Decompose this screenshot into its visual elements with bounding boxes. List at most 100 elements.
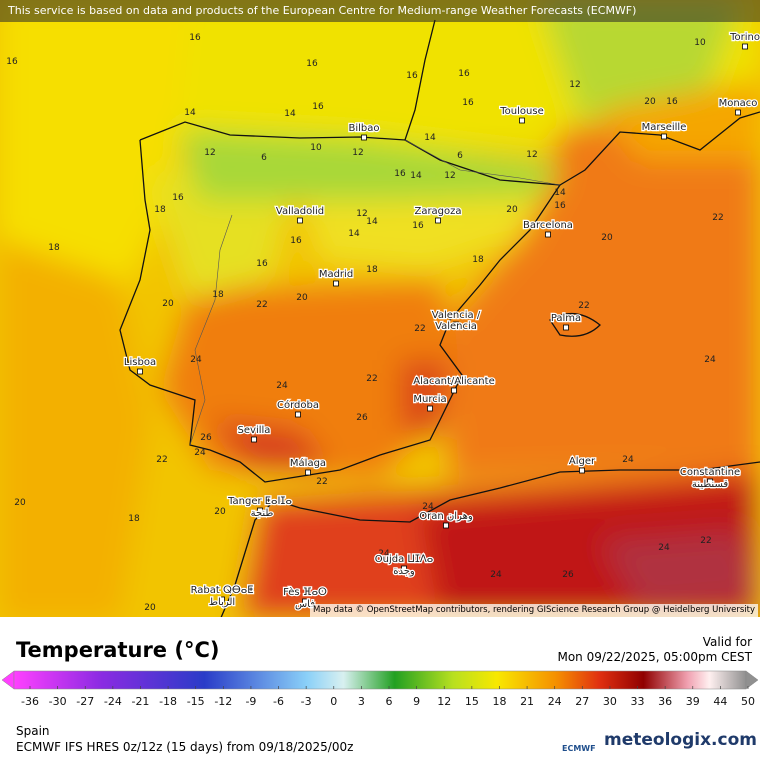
city-label: Alacant/Alicante: [413, 376, 494, 387]
city-label: Barcelona: [523, 220, 573, 231]
city-marker: [219, 596, 225, 603]
isotherm-label: 12: [352, 148, 363, 158]
isotherm-label: 26: [200, 433, 212, 443]
colorbar-label: -21: [131, 695, 149, 708]
isotherm-label: 20: [296, 293, 308, 303]
colorbar-label: 15: [465, 695, 479, 708]
isotherm-label: 20: [644, 97, 656, 107]
isotherm-label: 22: [256, 300, 267, 310]
city-marker: [297, 217, 303, 224]
map-attribution[interactable]: Map data © OpenStreetMap contributors, r…: [310, 604, 758, 617]
isotherm-label: 10: [310, 143, 322, 153]
city-label: Córdoba: [277, 399, 319, 411]
isotherm-label: 26: [562, 570, 574, 580]
borders: [189, 139, 561, 446]
isotherm-label: 16: [312, 102, 324, 112]
city-label: Valladolid: [276, 206, 324, 217]
city-marker: [443, 522, 449, 529]
city-marker: [579, 467, 585, 474]
isotherm-label: 24: [190, 355, 202, 365]
city-marker: [302, 598, 308, 605]
isotherm-label: 16: [554, 201, 566, 211]
valid-time: Mon 09/22/2025, 05:00pm CEST: [557, 650, 752, 664]
city-label: Bilbao: [348, 123, 379, 134]
colorbar-label: 33: [631, 695, 645, 708]
isotherm-label: 18: [48, 243, 60, 253]
colorbar-label: -30: [49, 695, 67, 708]
colorbar-label: -6: [273, 695, 284, 708]
isotherm-label: 16: [458, 69, 470, 79]
city-marker: [453, 321, 459, 328]
city-label: وجدة: [393, 566, 415, 577]
colorbar-label: 39: [686, 695, 700, 708]
city-label: Oran وهران: [419, 511, 473, 522]
isotherm-label: 16: [189, 33, 201, 43]
city-label: Alger: [569, 456, 596, 467]
isotherm-label: 14: [554, 188, 566, 198]
isotherm-label: 20: [214, 507, 226, 517]
colorbar-label: -9: [245, 695, 256, 708]
meteologix-logo[interactable]: meteologix.com: [604, 730, 757, 750]
city-marker: [305, 469, 311, 476]
isotherm-label: 12: [356, 209, 367, 219]
isotherm-label: 22: [366, 374, 377, 384]
isotherm-label: 12: [204, 148, 215, 158]
city-label: Lisboa: [124, 357, 156, 368]
colorbar-label: 21: [520, 695, 534, 708]
city-marker: [707, 478, 713, 485]
colorbar-label: 3: [358, 695, 365, 708]
city-marker: [545, 231, 551, 238]
city-label: Torino: [729, 32, 760, 43]
ecmwf-notice: This service is based on data and produc…: [0, 0, 760, 22]
city-label: قسنطينة: [692, 479, 729, 490]
city-label: Málaga: [290, 457, 326, 469]
city-labels: Torino Monaco Marseille Toulouse Bilbao Valla…: [123, 31, 760, 612]
model-run: ECMWF IFS HRES 0z/12z (15 days) from 09/…: [16, 740, 354, 754]
city-marker: [742, 43, 748, 50]
temperature-field: [0, 0, 760, 617]
isotherm-label: 24: [658, 543, 670, 553]
city-label: Murcia: [413, 394, 446, 405]
isotherm-label: 22: [156, 455, 167, 465]
colorbar-label: 12: [437, 695, 451, 708]
isotherm-label: 12: [526, 150, 537, 160]
city-marker: [735, 109, 741, 116]
isotherm-label: 22: [316, 477, 327, 487]
isotherm-label: 6: [261, 153, 267, 163]
city-label: Palma: [551, 313, 581, 324]
isotherm-label: 20: [14, 498, 26, 508]
isotherm-label: 20: [144, 603, 156, 613]
isotherm-label: 22: [712, 213, 723, 223]
isotherm-label: 12: [569, 80, 580, 90]
isotherm-label: 22: [414, 324, 425, 334]
isotherm-label: 16: [462, 98, 474, 108]
isotherm-label: 18: [366, 265, 378, 275]
isotherm-label: 14: [348, 229, 360, 239]
city-label: Oujda ⵡⵊⴷⴰ: [375, 554, 434, 565]
isotherm-label: 16: [6, 57, 18, 67]
isotherm-label: 24: [378, 549, 390, 559]
isotherm-label: 18: [212, 290, 224, 300]
isotherm-label: 22: [578, 301, 589, 311]
isotherm-label: 16: [172, 193, 184, 203]
city-label: Monaco: [719, 98, 758, 109]
city-marker: [451, 387, 457, 394]
city-marker: [435, 217, 441, 224]
colorbar-label: -27: [76, 695, 94, 708]
colorbar-label: 36: [658, 695, 672, 708]
isotherm-label: 6: [457, 151, 463, 161]
city-label: Valencia /: [432, 310, 481, 321]
city-label: الرباط: [209, 597, 235, 608]
colorbar-label: -12: [214, 695, 232, 708]
city-marker: [661, 133, 667, 140]
isotherm-label: 16: [666, 97, 678, 107]
isotherm-label: 20: [601, 233, 613, 243]
valid-label: Valid for: [702, 635, 752, 649]
city-marker: [401, 565, 407, 572]
isotherm-label: 18: [154, 205, 166, 215]
isotherm-label: 16: [412, 221, 424, 231]
city-marker: [137, 368, 143, 375]
city-label: طنجة: [251, 508, 274, 519]
isotherm-label: 20: [162, 299, 174, 309]
